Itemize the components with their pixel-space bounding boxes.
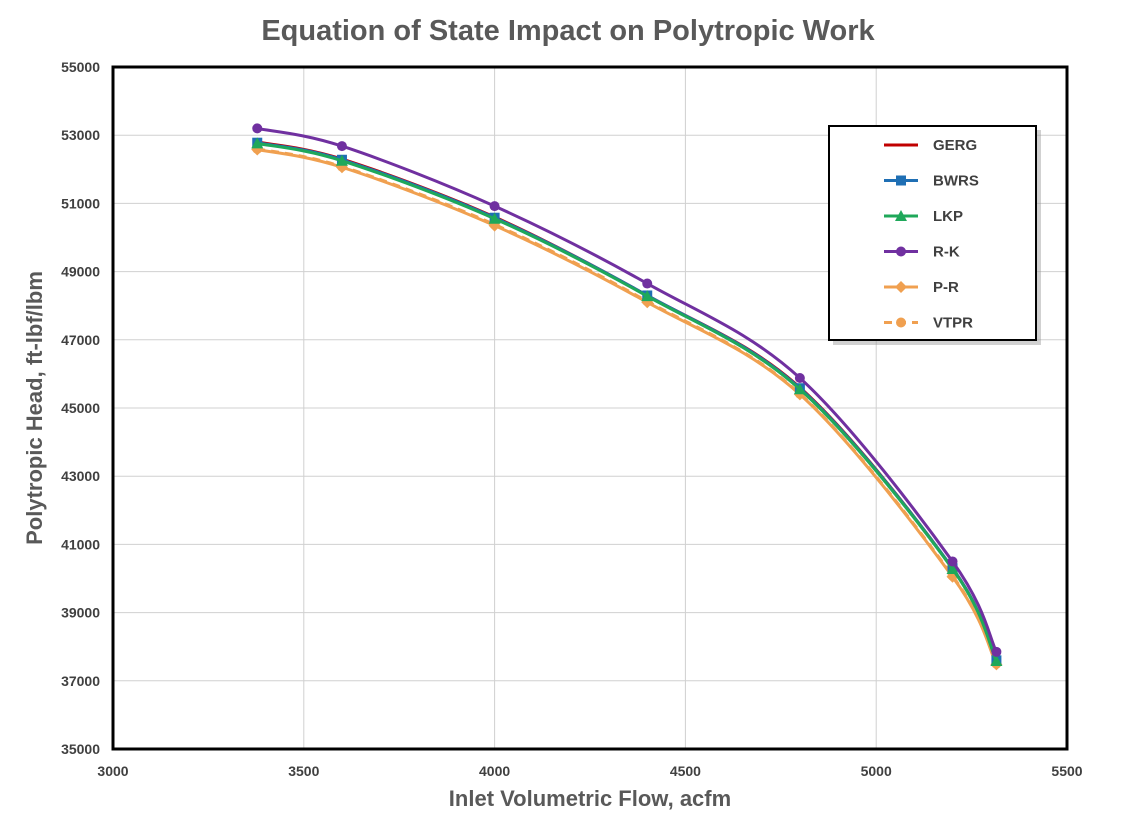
legend-label-gerg: GERG [933,137,977,154]
series-lkp [251,137,1003,667]
legend-item-lkp: LKP [884,208,963,225]
x-tick-label: 4000 [479,763,510,779]
y-tick-label: 43000 [61,468,100,484]
x-tick-label: 3000 [97,763,128,779]
legend-marker-p-r [895,281,907,293]
legend-label-lkp: LKP [933,208,963,225]
y-tick-label: 51000 [61,195,100,211]
data-point-lkp [335,154,348,166]
series-r-k [252,123,1002,657]
legend-marker-bwrs [896,175,906,186]
data-point-lkp [990,655,1003,667]
legend-box [828,125,1037,341]
legend-item-vtpr: VTPR [884,315,973,332]
series-line-p-r [256,148,998,666]
data-point-r-k [642,278,653,289]
x-axis-label: Inlet Volumetric Flow, acfm [449,786,731,811]
data-point-r-k [489,201,500,212]
tick-labels: 3000 3500 4000 4500 5000 5500 35000 37000 39000 4… [61,59,1083,779]
legend-label-bwrs: BWRS [933,173,979,190]
legend-item-p-r: P-R [884,279,959,296]
legend-item-r-k: R-K [884,244,960,261]
data-point-lkp [641,290,654,302]
x-tick-label: 4500 [670,763,701,779]
y-tick-label: 35000 [61,741,100,757]
legend-label-vtpr: VTPR [933,315,973,332]
y-tick-label: 45000 [61,400,100,416]
series-layer [251,123,1003,671]
legend-marker-r-k [896,246,906,257]
y-axis-label: Polytropic Head, ft-lbf/lbm [22,271,47,545]
series-line-r-k [256,126,998,653]
chart-title: Equation of State Impact on Polytropic W… [261,15,875,47]
data-point-r-k [794,372,805,383]
plot-frame [111,65,1069,751]
data-point-r-k [252,123,263,134]
x-tick-label: 5000 [861,763,892,779]
data-point-lkp [793,383,806,395]
data-point-lkp [946,562,959,574]
x-tick-label: 3500 [288,763,319,779]
data-point-r-k [991,646,1002,657]
data-point-lkp [488,212,501,224]
series-line-lkp [256,141,998,662]
y-tick-label: 55000 [61,59,100,75]
data-point-r-k [336,141,347,152]
y-tick-label: 53000 [61,127,100,143]
legend-item-gerg: GERG [884,137,977,154]
y-tick-label: 39000 [61,605,100,621]
legend: GERG BWRS LKP R-K P-R VTPR [828,125,1041,345]
y-tick-label: 41000 [61,536,100,552]
data-point-r-k [947,556,958,567]
legend-label-r-k: R-K [933,244,960,261]
y-tick-label: 47000 [61,332,100,348]
y-tick-label: 37000 [61,673,100,689]
legend-marker-vtpr [896,317,906,328]
y-tick-label: 49000 [61,264,100,280]
x-tick-label: 5500 [1051,763,1082,779]
data-point-lkp [251,137,264,149]
legend-item-bwrs: BWRS [884,173,979,190]
legend-label-p-r: P-R [933,279,959,296]
legend-marker-lkp [895,210,907,221]
